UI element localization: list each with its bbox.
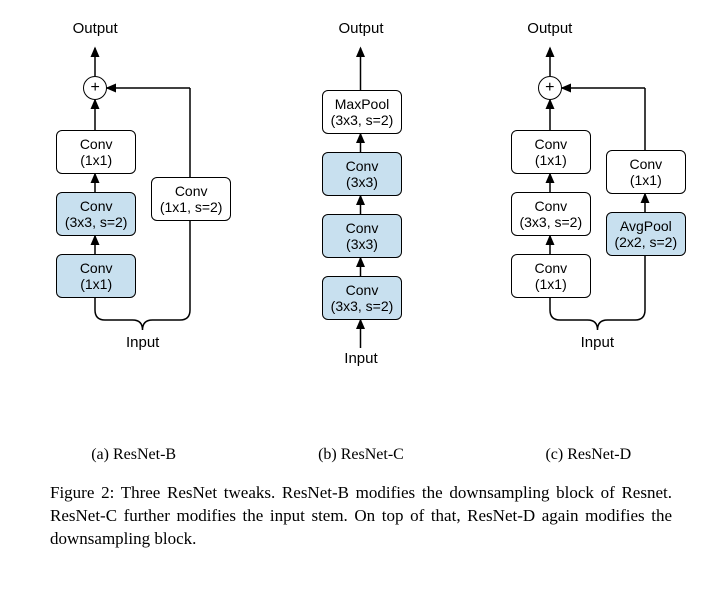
diagram-resnet-d: Output + Conv(1x1) Conv(3x3, s=2) Conv(1x1) C… (481, 20, 696, 464)
box-conv-3x3-b: Conv(3x3) (322, 214, 402, 258)
figure-2: Output + Conv(1x1) Conv(3x3, s=2) Conv(1x1) C… (20, 20, 702, 551)
diagram-resnet-b: Output + Conv(1x1) Conv(3x3, s=2) Conv(1x1) C… (26, 20, 241, 464)
subcaption: (c) ResNet-D (545, 446, 631, 464)
diagram-canvas: Output + Conv(1x1) Conv(3x3, s=2) Conv(1x1) C… (26, 20, 241, 440)
box-avgpool-2x2-s2: AvgPool(2x2, s=2) (606, 212, 686, 256)
box-conv-1x1-bot: Conv(1x1) (511, 254, 591, 298)
box-conv-1x1-side: Conv(1x1) (606, 150, 686, 194)
output-label: Output (525, 20, 575, 37)
subcaption: (b) ResNet-C (318, 446, 404, 464)
diagram-resnet-c: Output MaxPool(3x3, s=2) Conv(3x3) Conv(3x3… (253, 20, 468, 464)
output-label: Output (336, 20, 386, 37)
box-conv-1x1-bot: Conv(1x1) (56, 254, 136, 298)
diagrams-row: Output + Conv(1x1) Conv(3x3, s=2) Conv(1x1) C… (20, 20, 702, 464)
output-label: Output (70, 20, 120, 37)
box-conv-3x3-s2: Conv(3x3, s=2) (322, 276, 402, 320)
box-conv-3x3-a: Conv(3x3) (322, 152, 402, 196)
subcaption: (a) ResNet-B (91, 446, 176, 464)
box-conv-1x1-s2: Conv(1x1, s=2) (151, 177, 231, 221)
box-maxpool-3x3-s2: MaxPool(3x3, s=2) (322, 90, 402, 134)
box-conv-1x1-top: Conv(1x1) (56, 130, 136, 174)
diagram-canvas: Output + Conv(1x1) Conv(3x3, s=2) Conv(1x1) C… (481, 20, 696, 440)
sum-node: + (538, 76, 562, 100)
input-label: Input (575, 334, 619, 351)
box-conv-3x3-s2: Conv(3x3, s=2) (56, 192, 136, 236)
box-conv-3x3-s2: Conv(3x3, s=2) (511, 192, 591, 236)
input-label: Input (339, 350, 383, 367)
sum-node: + (83, 76, 107, 100)
diagram-canvas: Output MaxPool(3x3, s=2) Conv(3x3) Conv(3x3… (253, 20, 468, 440)
input-label: Input (121, 334, 165, 351)
box-conv-1x1-top: Conv(1x1) (511, 130, 591, 174)
figure-caption: Figure 2: Three ResNet tweaks. ResNet-B … (20, 482, 702, 551)
